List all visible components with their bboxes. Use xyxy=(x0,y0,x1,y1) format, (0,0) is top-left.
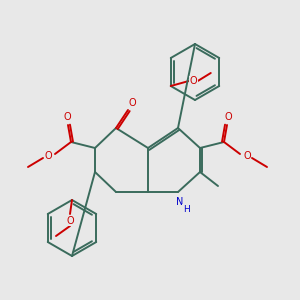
Text: O: O xyxy=(224,112,232,122)
Text: O: O xyxy=(243,151,251,161)
Text: H: H xyxy=(183,205,189,214)
Text: O: O xyxy=(44,151,52,161)
Text: O: O xyxy=(63,112,71,122)
Text: O: O xyxy=(66,216,74,226)
Text: O: O xyxy=(190,76,198,86)
Text: O: O xyxy=(128,98,136,108)
Text: N: N xyxy=(176,197,184,207)
